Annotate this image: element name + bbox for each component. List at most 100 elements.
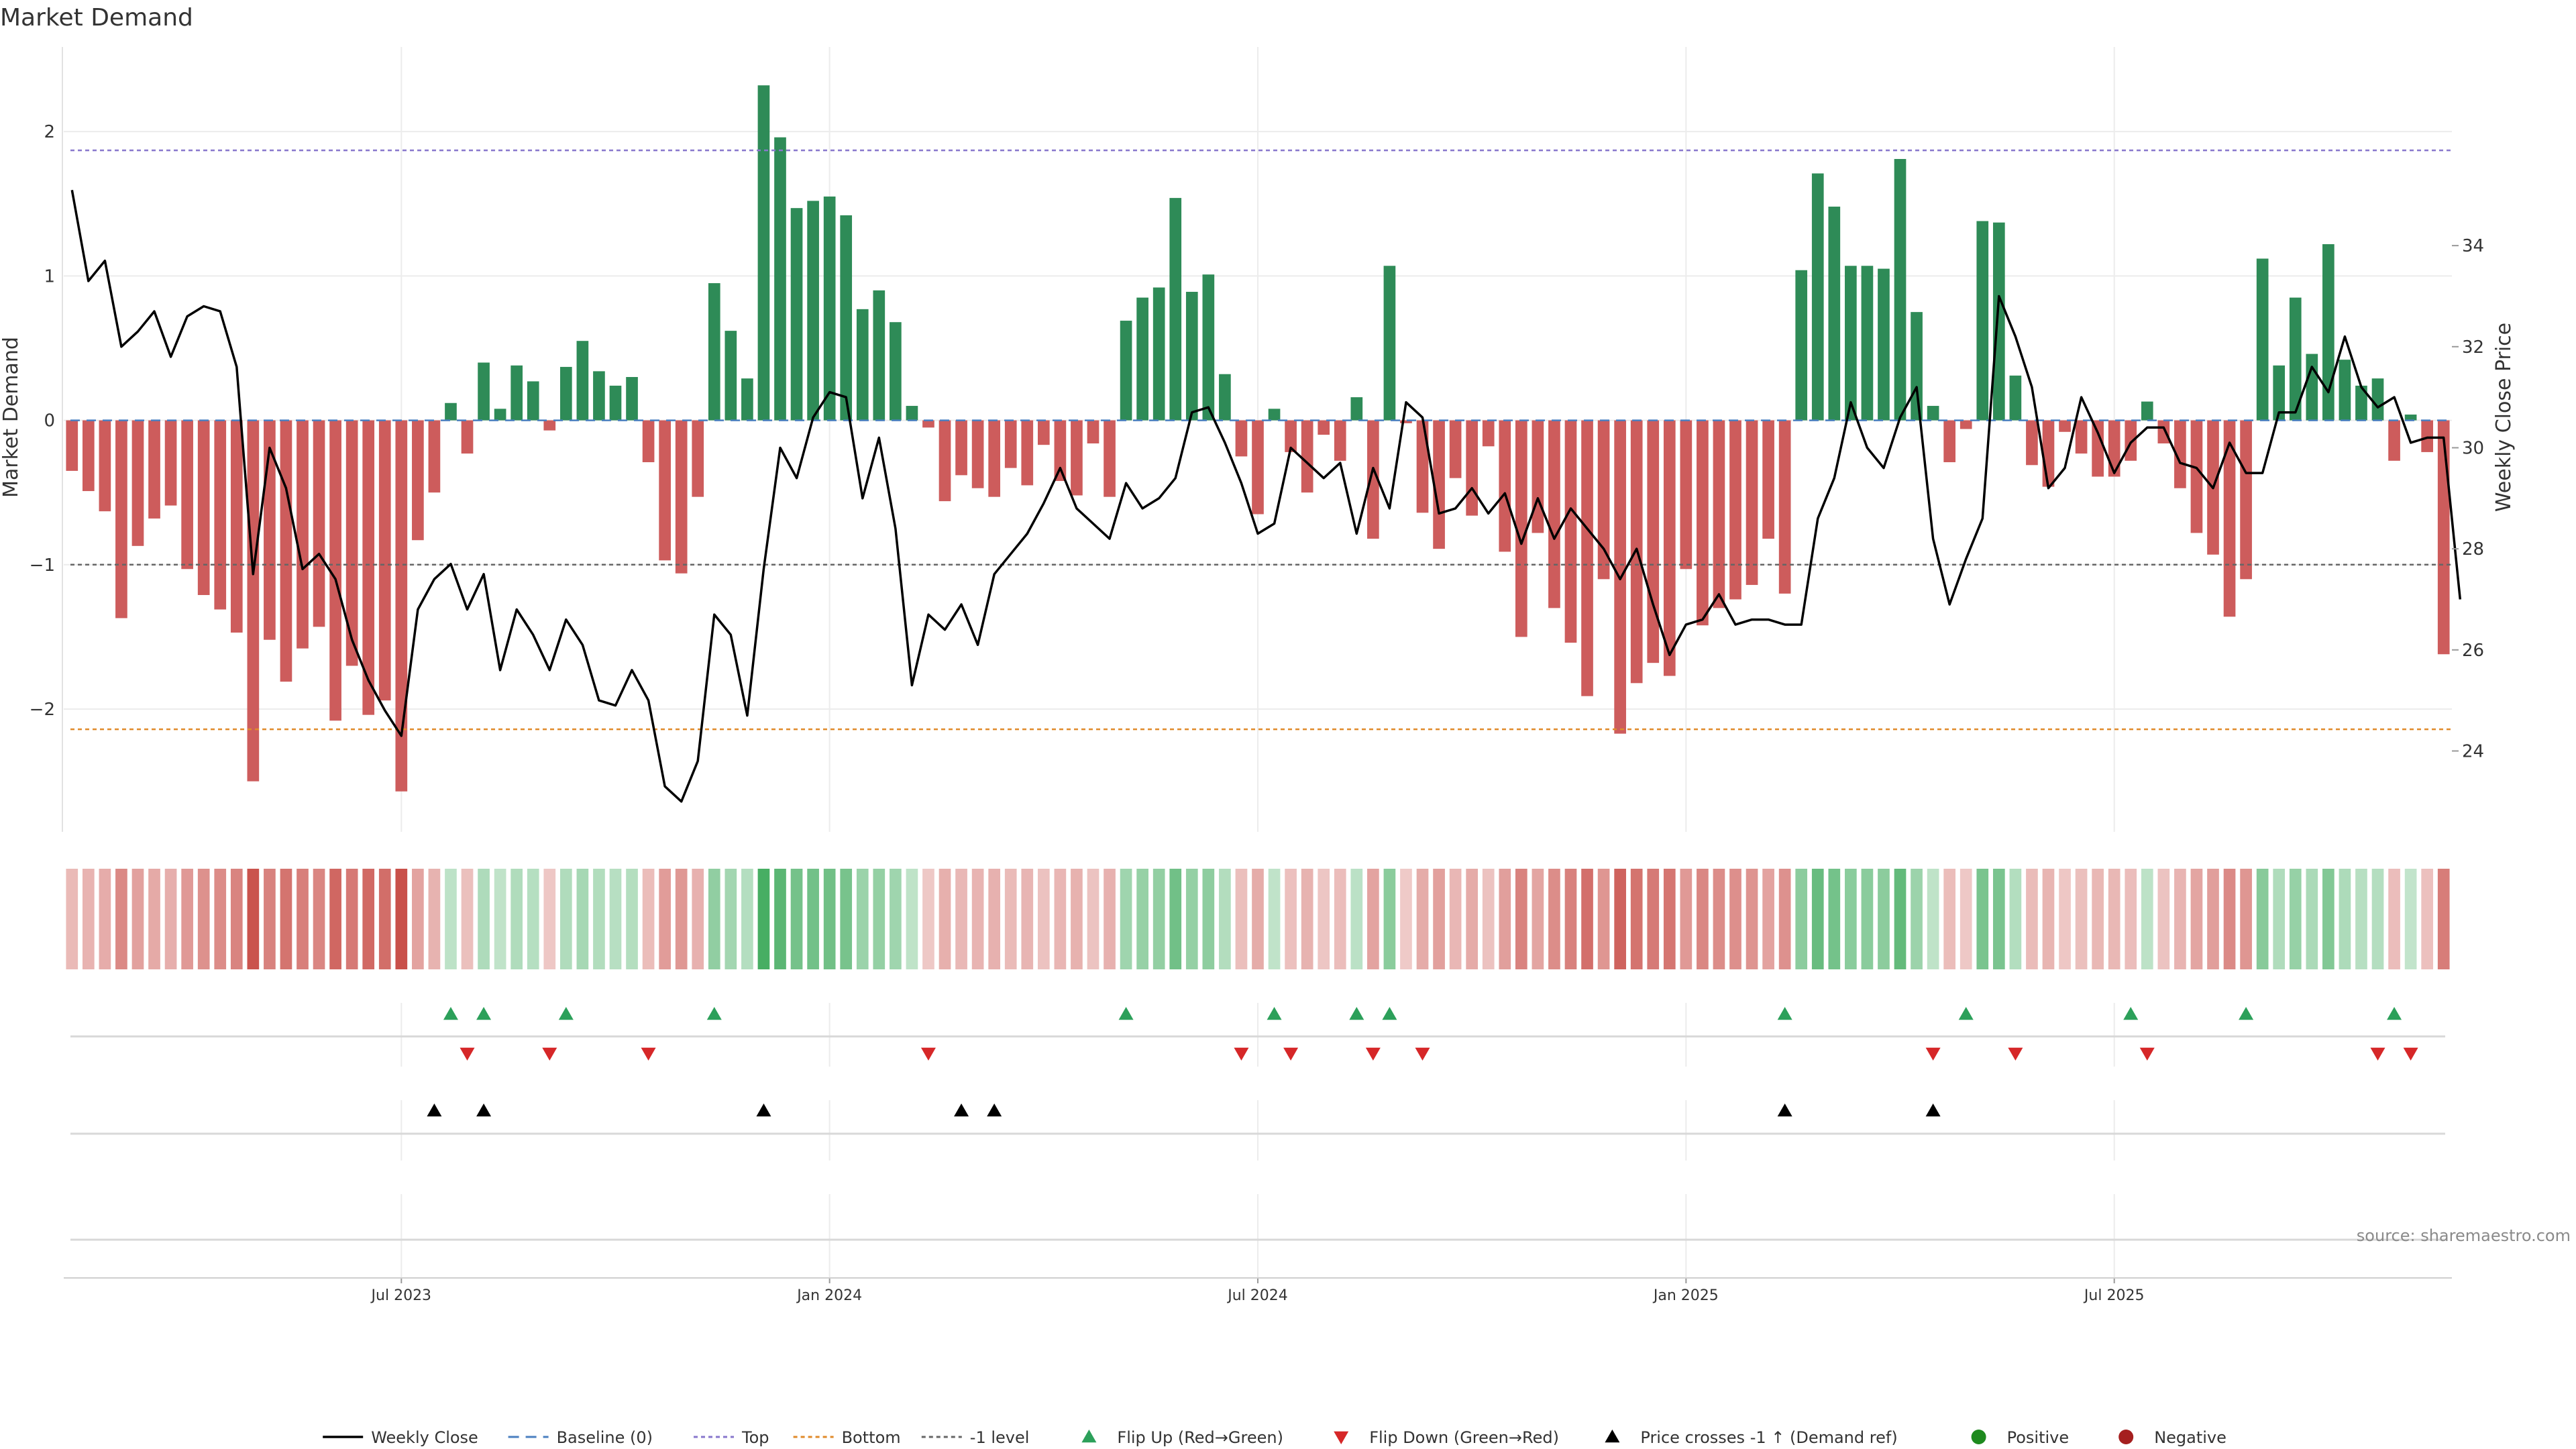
price-cross-marker	[427, 1104, 442, 1117]
heat-cell	[1152, 869, 1165, 969]
demand-bar	[724, 331, 737, 421]
demand-bar	[2092, 420, 2104, 477]
demand-bar	[197, 420, 210, 596]
demand-bar	[1235, 420, 1248, 457]
demand-bar	[2355, 385, 2367, 421]
heat-cell	[609, 869, 622, 969]
heat-cell	[2125, 869, 2137, 969]
demand-bar	[1911, 312, 1923, 421]
price-cross-marker	[987, 1104, 1002, 1117]
demand-bar	[1219, 374, 1231, 421]
right-tick-label: 24	[2462, 741, 2484, 761]
heat-cell	[1697, 869, 1709, 969]
heat-cell	[807, 869, 819, 969]
demand-bar	[988, 420, 1001, 497]
demand-bar	[1811, 173, 1824, 421]
right-axis-title: Weekly Close Price	[2492, 323, 2516, 512]
heat-cell	[692, 869, 704, 969]
heat-cell	[2059, 869, 2071, 969]
heat-cell	[1614, 869, 1626, 969]
legend-item: Weekly Close	[323, 1428, 478, 1447]
demand-bar	[1152, 287, 1165, 421]
heat-cell	[1992, 869, 2005, 969]
demand-bar	[1449, 420, 1462, 478]
demand-bar	[2075, 420, 2088, 454]
heat-cell	[1778, 869, 1791, 969]
heat-cell	[2075, 869, 2088, 969]
heat-cell	[1285, 869, 1297, 969]
heat-cell	[297, 869, 309, 969]
heat-cell	[955, 869, 967, 969]
heat-cell	[131, 869, 144, 969]
demand-bar	[82, 420, 95, 492]
demand-bar	[1515, 420, 1527, 637]
heat-cell	[1499, 869, 1511, 969]
demand-bar	[1778, 420, 1791, 594]
legend-item: Positive	[1971, 1428, 2069, 1447]
demand-bar	[148, 420, 160, 519]
demand-bar	[280, 420, 292, 682]
heat-cell	[1004, 869, 1017, 969]
heat-cell	[345, 869, 358, 969]
demand-bar	[329, 420, 341, 721]
heat-cell	[494, 869, 506, 969]
demand-bar	[1120, 321, 1132, 421]
heat-cell	[1927, 869, 1939, 969]
weekly-close-line	[70, 189, 2462, 803]
demand-bar	[840, 215, 853, 421]
demand-bar	[1185, 292, 1198, 421]
flip-up-marker	[476, 1007, 492, 1020]
heat-cell	[2223, 869, 2236, 969]
legend-item: -1 level	[921, 1428, 1030, 1447]
demand-bar	[2437, 420, 2450, 655]
flip-up-marker	[1118, 1007, 1134, 1020]
legend-label: -1 level	[970, 1428, 1030, 1447]
demand-bar	[2371, 378, 2384, 421]
heat-cell	[2141, 869, 2153, 969]
flip-down-marker	[460, 1047, 475, 1061]
demand-bar	[1878, 268, 1890, 421]
heat-cell	[757, 869, 770, 969]
demand-bar	[378, 420, 391, 701]
demand-bar	[345, 420, 358, 666]
demand-bar	[2289, 297, 2302, 421]
heat-cell	[559, 869, 572, 969]
heat-cell	[1878, 869, 1890, 969]
demand-bars	[66, 85, 2450, 792]
heat-cell	[1087, 869, 1099, 969]
heat-cell	[2256, 869, 2269, 969]
legend-item: Baseline (0)	[508, 1428, 653, 1447]
demand-bar	[1697, 420, 1709, 626]
demand-bar	[1004, 420, 1017, 468]
heat-cell	[626, 869, 638, 969]
heat-cell	[2289, 869, 2302, 969]
demand-bar	[2306, 354, 2318, 421]
demand-bar	[1021, 420, 1034, 486]
heat-cell	[445, 869, 457, 969]
demand-bar	[807, 201, 819, 421]
demand-bar	[692, 420, 704, 497]
heat-cell	[1367, 869, 1379, 969]
legend-item: Flip Down (Green→Red)	[1334, 1428, 1559, 1447]
heat-cell	[2322, 869, 2334, 969]
heat-cell	[988, 869, 1001, 969]
legend-label: Flip Up (Red→Green)	[1117, 1428, 1283, 1447]
legend-label: Price crosses -1 ↑ (Demand ref)	[1640, 1428, 1897, 1447]
demand-bar	[1054, 420, 1067, 481]
heat-cell	[2026, 869, 2038, 969]
demand-bar	[1087, 420, 1099, 444]
heat-cell	[148, 869, 160, 969]
heat-cell	[1334, 869, 1346, 969]
heat-cell	[856, 869, 869, 969]
demand-bar	[1400, 420, 1412, 423]
demand-bar	[1597, 420, 1610, 580]
flip-up-marker	[1349, 1007, 1364, 1020]
demand-bar	[1976, 221, 1989, 421]
flip-up-marker	[706, 1007, 722, 1020]
price-cross-marker	[476, 1104, 492, 1117]
demand-bar	[2404, 414, 2417, 421]
flip-up-marker	[2239, 1007, 2254, 1020]
heat-cell	[1960, 869, 1972, 969]
flip-down-marker	[2008, 1047, 2023, 1061]
demand-bar	[576, 341, 589, 421]
